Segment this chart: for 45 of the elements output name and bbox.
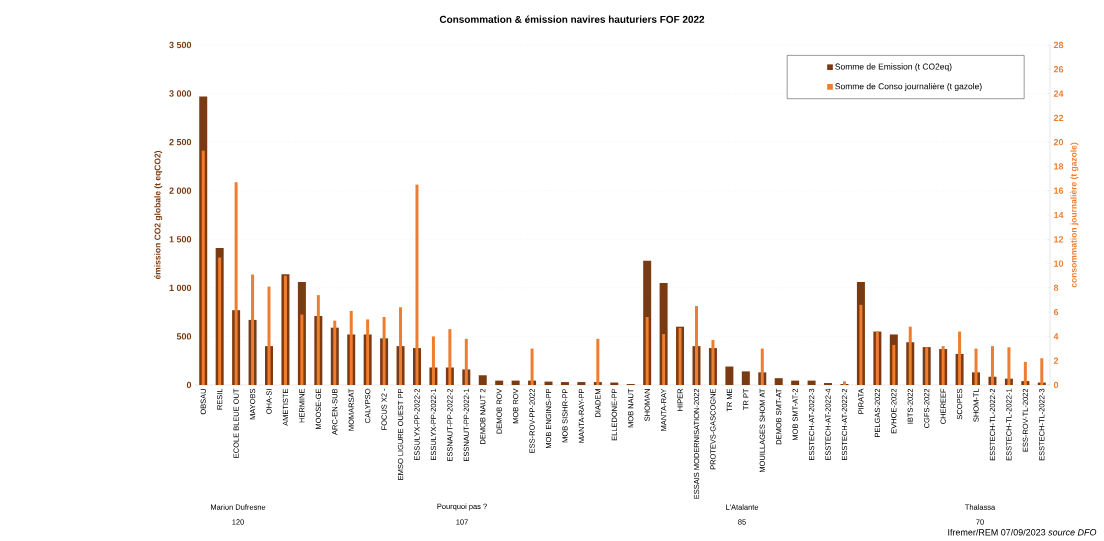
y-tick-label: 3 500: [169, 41, 192, 49]
bar: [774, 378, 783, 385]
y2-tick-label: 18: [1054, 163, 1064, 170]
y2-tick-label: 14: [1054, 211, 1064, 219]
y-axis-title: émission CO2 globale (t eqCO2): [154, 150, 163, 280]
y2-tick-label: 24: [1053, 90, 1064, 97]
y-tick-label: 3 000: [169, 90, 192, 97]
y2-tick-label: 28: [1053, 41, 1064, 49]
y2-tick-label: 4: [1053, 333, 1059, 340]
y-tick-label: 500: [176, 333, 192, 340]
bar: [791, 380, 800, 385]
y2-tick-label: 26: [1053, 66, 1064, 73]
bar: [725, 366, 734, 385]
bar: [807, 380, 816, 385]
bar: [662, 333, 666, 385]
y2-tick-label: 10: [1054, 260, 1064, 267]
y2-tick-label: 2: [1053, 357, 1059, 364]
y2-tick-label: 6: [1053, 308, 1059, 316]
chart-title: Consommation & émission navires hauturiers FOF 2022: [439, 15, 705, 23]
bar: [495, 380, 504, 385]
bar: [974, 348, 978, 385]
legend-label: Somme de Emission (t CO2eq): [835, 63, 952, 72]
y-tick-label: 2 500: [169, 138, 192, 146]
y-tick-label: 1 500: [169, 236, 192, 243]
y2-tick-label: 0: [1053, 381, 1059, 389]
bar: [560, 382, 569, 385]
y-tick-label: 2 000: [169, 187, 192, 194]
y-tick-label: 1 000: [169, 284, 192, 292]
bar: [577, 382, 586, 385]
bar: [478, 375, 487, 385]
bar: [300, 314, 304, 385]
legend-label: Somme de Conso journalière (t gazole): [835, 82, 982, 91]
text: Ifremer/REM 07/09/2023 source DFO: [948, 528, 1097, 536]
y2-tick-label: 16: [1054, 187, 1064, 194]
bar: [415, 184, 419, 385]
bar: [645, 316, 649, 385]
y2-tick-label: 20: [1053, 138, 1064, 146]
bar: [741, 371, 750, 385]
y2-axis-title: consommation journalière (t gazole): [1070, 142, 1079, 288]
y2-tick-label: 8: [1053, 284, 1059, 292]
bar: [511, 380, 520, 385]
bar: [267, 286, 271, 385]
y2-tick-label: 12: [1054, 236, 1064, 243]
y-tick-label: 0: [186, 381, 192, 389]
y2-tick-label: 22: [1053, 114, 1064, 121]
